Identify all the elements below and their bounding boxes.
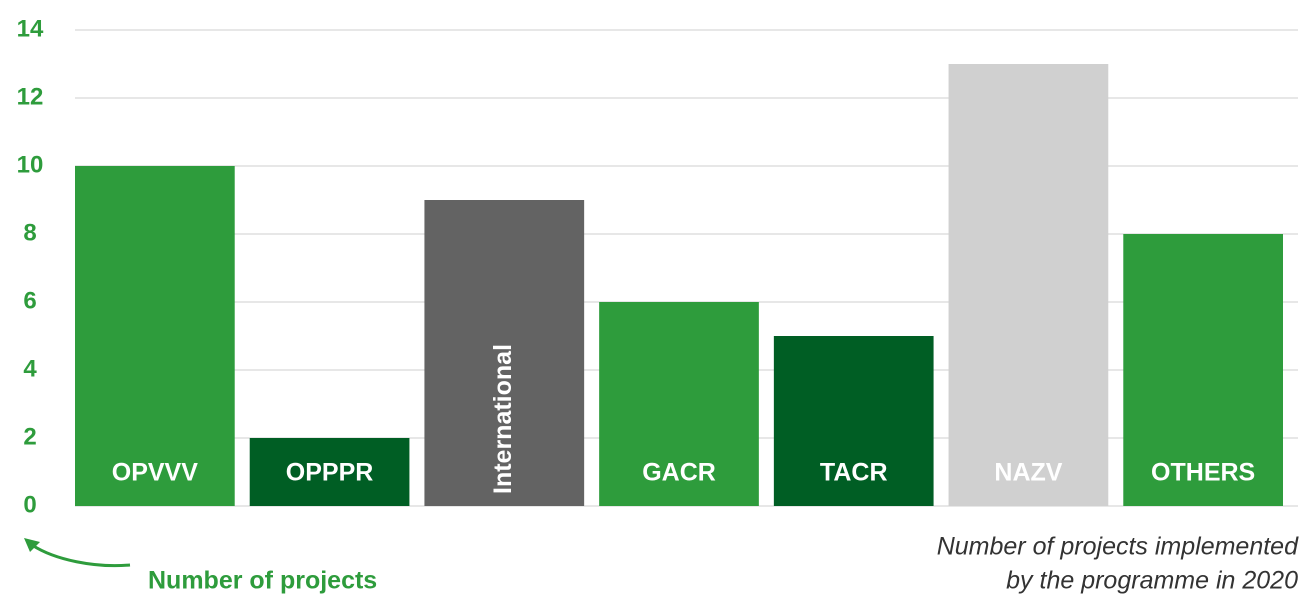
y-tick-label: 6	[23, 287, 36, 314]
y-tick-label: 10	[17, 151, 44, 178]
y-tick-label: 12	[17, 83, 44, 110]
bar	[948, 64, 1109, 506]
category-label: International	[489, 344, 517, 494]
y-tick-label: 14	[17, 15, 44, 42]
annotation-arrow	[31, 543, 131, 568]
arrow-head	[24, 538, 40, 552]
category-label: NAZV	[994, 459, 1062, 487]
bar	[599, 302, 759, 506]
note-line: Number of projects implemented	[937, 533, 1299, 561]
category-label: GACR	[642, 459, 716, 487]
y-tick-label: 0	[23, 491, 36, 518]
category-label: OPVVV	[112, 459, 198, 487]
bar	[773, 336, 934, 506]
bar	[1123, 234, 1283, 506]
y-tick-label: 2	[23, 423, 36, 450]
category-label: OPPPR	[286, 459, 374, 487]
bar	[75, 166, 235, 506]
bar	[249, 438, 410, 506]
category-label: TACR	[820, 459, 888, 487]
note-line: by the programme in 2020	[1006, 567, 1298, 595]
y-axis-label: Number of projects	[148, 567, 377, 595]
y-tick-label: 8	[23, 219, 36, 246]
category-label: OTHERS	[1151, 459, 1255, 487]
bar	[424, 200, 585, 506]
y-tick-label: 4	[23, 355, 37, 382]
